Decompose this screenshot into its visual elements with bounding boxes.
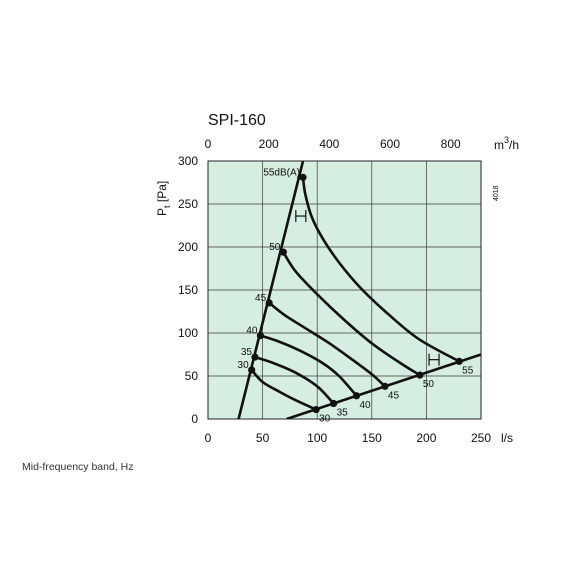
- curve-end-point: [329, 399, 338, 408]
- point-label: 50: [269, 242, 281, 253]
- y-tick-label: 100: [178, 326, 198, 340]
- plot-frame: [207, 160, 482, 420]
- point-label: 40: [246, 326, 258, 337]
- point-label: 45: [255, 293, 267, 304]
- y-tick-label: 0: [191, 412, 198, 426]
- x2-tick-label: 0: [205, 137, 212, 151]
- curve-start-point: [279, 248, 287, 256]
- sound-level-curve: [301, 177, 460, 363]
- y-tick-label: 200: [178, 240, 198, 254]
- point-label: 40: [360, 400, 372, 411]
- chart-title: SPI-160: [208, 112, 266, 129]
- curve-start-point: [265, 299, 273, 307]
- y-tick-label: 50: [185, 369, 199, 383]
- point-label: 50: [423, 379, 435, 390]
- x-tick-label: 50: [256, 431, 270, 445]
- sound-level-curve: [260, 334, 358, 397]
- point-label: 55: [462, 365, 474, 376]
- sound-level-curve: [268, 301, 386, 388]
- x2-tick-label: 400: [319, 137, 339, 151]
- y-tick-label: 300: [178, 154, 198, 168]
- curve-end-point: [416, 371, 424, 379]
- curve-end-point: [352, 392, 361, 400]
- x-tick-label: 0: [205, 431, 212, 445]
- point-label: 30: [319, 414, 331, 425]
- system-curve-line: [237, 161, 305, 419]
- tick-labels: 0 50 100 150 200 250 0 50 100 150 200 250 300 0 200 400…: [178, 137, 491, 445]
- point-label: 55dB(A): [263, 167, 300, 178]
- curve-start-point: [299, 173, 307, 181]
- curve-end-point: [455, 357, 463, 365]
- y-axis-label: Pt [Pa]: [155, 181, 172, 216]
- curve-start-point: [256, 331, 265, 340]
- x2-tick-label: 800: [441, 137, 461, 151]
- x-tick-label: 250: [471, 431, 491, 445]
- sound-level-curve: [250, 369, 317, 411]
- x2-tick-label: 600: [380, 137, 400, 151]
- point-label: 35: [337, 408, 349, 419]
- curve-end-point: [312, 405, 320, 414]
- sound-level-curve: [282, 251, 421, 377]
- y-tick-label: 150: [178, 283, 198, 297]
- x2-axis-label: m3/h: [494, 135, 519, 152]
- x2-tick-label: 200: [259, 137, 279, 151]
- x-axis-label: l/s: [501, 431, 513, 445]
- sound-level-curve: [254, 355, 335, 405]
- y-tick-label: 250: [178, 197, 198, 211]
- x-tick-label: 150: [362, 431, 382, 445]
- operating-points: [248, 173, 463, 414]
- x-tick-label: 200: [416, 431, 436, 445]
- x-tick-label: 100: [307, 431, 327, 445]
- curve-end-point: [381, 382, 389, 390]
- point-label: 35: [241, 347, 253, 358]
- point-labels: 55dB(A) 50 45 40 35 30 55 50 45 40 35 30: [238, 167, 474, 424]
- curve-start-point: [248, 366, 256, 374]
- range-markers: [295, 210, 440, 366]
- caption: Mid-frequency band, Hz: [22, 461, 134, 473]
- point-label: 45: [388, 390, 400, 401]
- figure-code: 4018: [493, 185, 500, 201]
- point-label: 30: [238, 360, 250, 371]
- curve-start-point: [251, 353, 259, 361]
- grid: [208, 161, 481, 419]
